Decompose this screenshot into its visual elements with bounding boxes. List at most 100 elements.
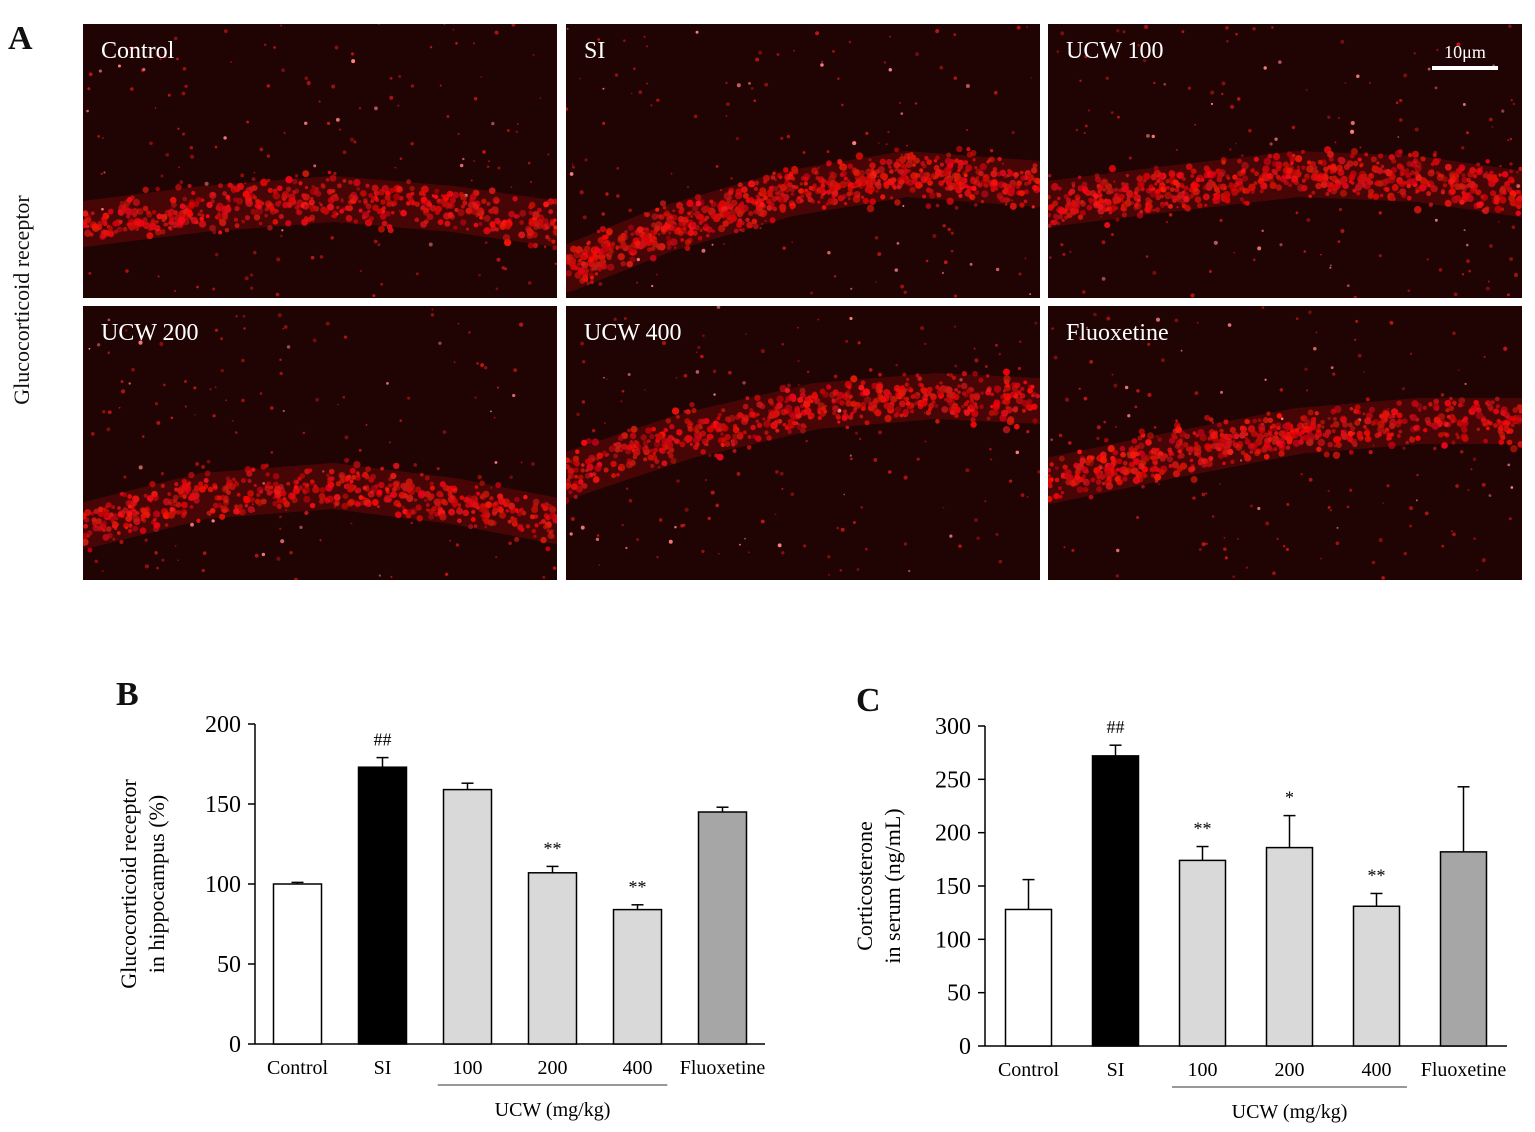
labeled-cell [687, 420, 692, 425]
scattered-cell [1330, 366, 1334, 370]
labeled-cell [1510, 445, 1518, 453]
scattered-cell [989, 149, 994, 153]
labeled-cell [1383, 186, 1388, 191]
labeled-cell [596, 452, 604, 460]
scattered-cell [1221, 81, 1226, 86]
labeled-cell [342, 493, 349, 500]
labeled-cell [1262, 165, 1270, 173]
labeled-cell [1244, 419, 1250, 425]
labeled-cell [1153, 455, 1158, 460]
labeled-cell [209, 508, 216, 514]
scattered-cell [269, 406, 274, 410]
scattered-cell [279, 371, 283, 376]
scattered-cell [1115, 426, 1117, 428]
scattered-cell [954, 387, 958, 392]
scattered-cell [725, 81, 728, 85]
scattered-cell [954, 205, 959, 210]
labeled-cell [803, 181, 808, 186]
labeled-cell [240, 478, 246, 484]
scattered-cell [223, 29, 228, 34]
scattered-cell [781, 487, 784, 490]
scattered-cell [249, 286, 254, 290]
scattered-cell [755, 57, 760, 62]
labeled-cell [774, 191, 780, 196]
labeled-cell [868, 158, 872, 162]
labeled-cell [173, 494, 179, 501]
labeled-cell [1082, 486, 1089, 493]
labeled-cell [1058, 207, 1066, 215]
labeled-cell [1164, 191, 1172, 200]
labeled-cell [1316, 446, 1322, 452]
labeled-cell [326, 495, 334, 503]
scattered-cell [138, 465, 143, 470]
labeled-cell [443, 197, 449, 202]
labeled-cell [812, 391, 818, 397]
labeled-cell [935, 385, 940, 390]
scattered-cell [837, 77, 840, 81]
labeled-cell [728, 190, 733, 195]
scattered-cell [935, 29, 940, 34]
labeled-cell [327, 480, 331, 484]
labeled-cell [1019, 170, 1024, 175]
scattered-cell [1210, 90, 1215, 95]
scattered-cell [1229, 148, 1232, 151]
labeled-cell [1048, 194, 1051, 200]
labeled-cell [301, 218, 309, 226]
labeled-cell [1458, 397, 1466, 404]
labeled-cell [511, 517, 518, 524]
labeled-cell [916, 392, 920, 396]
labeled-cell [372, 204, 379, 212]
labeled-cell [420, 205, 426, 211]
labeled-cell [1031, 205, 1035, 209]
scattered-cell [1327, 115, 1331, 119]
scattered-cell [924, 440, 927, 443]
labeled-cell [151, 209, 157, 215]
labeled-cell [185, 209, 193, 216]
labeled-cell [414, 201, 420, 207]
labeled-cell [1125, 203, 1129, 208]
scattered-cell [605, 192, 609, 196]
labeled-cell [1414, 164, 1422, 173]
scattered-cell [1100, 215, 1103, 218]
labeled-cell [162, 498, 171, 506]
labeled-cell [1018, 190, 1025, 197]
labeled-cell [935, 155, 940, 160]
labeled-cell [267, 187, 273, 193]
labeled-cell [843, 201, 848, 206]
labeled-cell [1240, 197, 1244, 202]
labeled-cell [972, 158, 976, 162]
scattered-cell [726, 102, 730, 107]
labeled-cell [1263, 157, 1272, 166]
labeled-cell [1244, 438, 1251, 445]
labeled-cell [489, 496, 494, 501]
labeled-cell [792, 420, 797, 426]
labeled-cell [1177, 449, 1182, 454]
scattered-cell [887, 130, 890, 134]
labeled-cell [852, 409, 857, 414]
labeled-cell [386, 199, 393, 205]
labeled-cell [845, 389, 851, 395]
scattered-cell [496, 257, 501, 262]
labeled-cell [1195, 433, 1200, 438]
labeled-cell [1498, 173, 1502, 177]
labeled-cell [1008, 186, 1016, 194]
labeled-cell [175, 184, 182, 191]
scattered-cell [797, 359, 800, 363]
labeled-cell [499, 511, 507, 519]
scattered-cell [279, 515, 282, 519]
labeled-cell [245, 199, 253, 208]
micrograph-fluoxetine-image [1048, 306, 1522, 580]
scattered-cell [478, 273, 481, 277]
labeled-cell [1332, 421, 1340, 428]
labeled-cell [845, 400, 852, 407]
scattered-cell [1463, 229, 1466, 232]
scattered-cell [780, 136, 784, 140]
labeled-cell [1413, 205, 1422, 214]
labeled-cell [540, 536, 547, 544]
scattered-cell [519, 322, 524, 327]
labeled-cell [542, 524, 548, 530]
labeled-cell [582, 273, 589, 279]
labeled-cell [310, 479, 315, 484]
labeled-cell [1165, 179, 1170, 184]
scattered-cell [496, 386, 500, 389]
